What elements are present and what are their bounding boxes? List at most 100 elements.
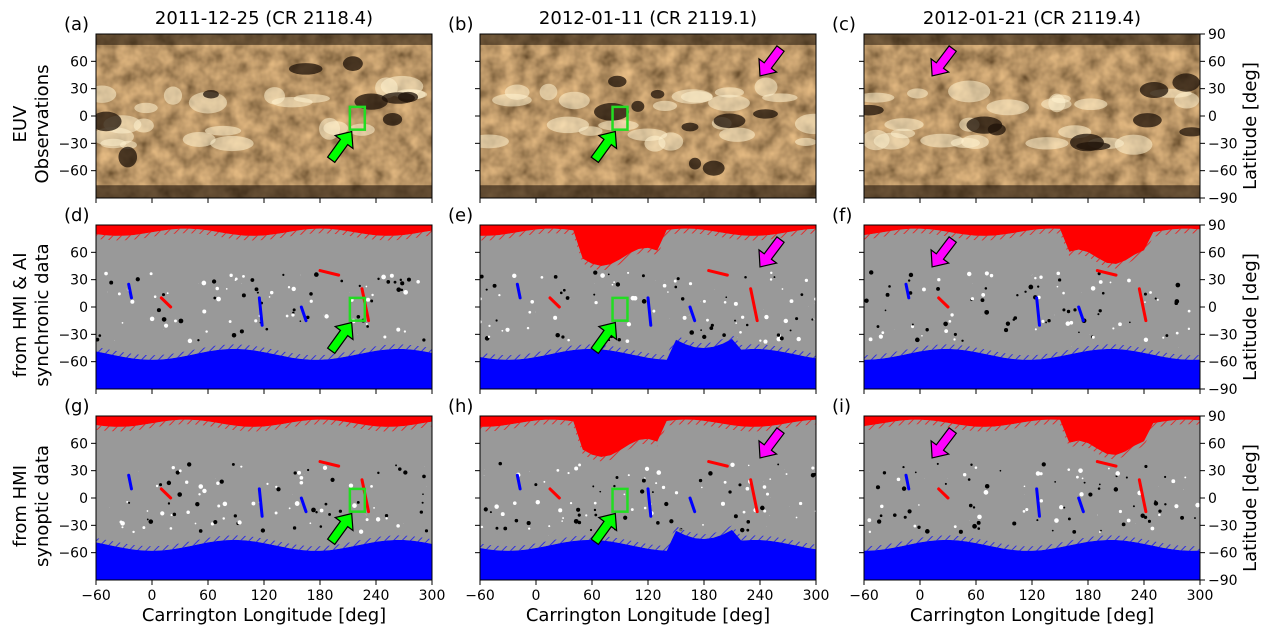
flux-speck: [706, 318, 709, 322]
flux-speck: [800, 293, 804, 297]
flux-speck: [1039, 472, 1043, 476]
flux-speck: [770, 271, 773, 275]
flux-speck: [358, 284, 361, 288]
flux-speck: [943, 321, 948, 327]
euv-dark-region: [1133, 113, 1162, 128]
euv-bright-region: [719, 127, 756, 142]
flux-speck: [627, 271, 630, 274]
flux-speck: [338, 509, 343, 513]
flux-speck: [548, 525, 551, 528]
flux-speck: [1164, 503, 1167, 506]
euv-bright-region: [323, 121, 349, 136]
flux-speck: [211, 279, 217, 284]
flux-speck: [944, 482, 947, 485]
flux-speck: [422, 474, 426, 479]
flux-speck: [229, 273, 233, 277]
flux-speck: [728, 490, 732, 494]
euv-dark-region: [96, 111, 122, 132]
x-tick-label: 120: [251, 588, 278, 604]
flux-speck: [1162, 336, 1165, 339]
x-axis-title: Carrington Longitude [deg]: [910, 605, 1154, 626]
flux-speck: [902, 465, 905, 469]
flux-speck: [1153, 501, 1159, 506]
y-axis-title: Latitude [deg]: [1240, 253, 1261, 381]
flux-speck: [884, 309, 887, 312]
flux-speck: [356, 314, 361, 319]
flux-speck: [309, 292, 313, 296]
flux-speck: [187, 338, 193, 344]
flux-speck: [1041, 462, 1046, 467]
flux-speck: [178, 469, 182, 473]
flux-speck: [1067, 468, 1071, 471]
flux-speck: [156, 308, 161, 313]
flux-speck: [201, 280, 207, 286]
flux-speck: [322, 465, 328, 470]
right-y-tick-label: −90: [1208, 191, 1238, 207]
flux-speck: [215, 286, 219, 291]
flux-speck: [381, 274, 386, 280]
flux-speck: [540, 275, 544, 279]
flux-speck: [1175, 282, 1181, 288]
flux-speck: [907, 279, 911, 282]
flux-speck: [210, 522, 215, 526]
flux-speck: [104, 271, 108, 276]
flux-speck: [781, 288, 784, 290]
flux-speck: [1069, 320, 1074, 325]
flux-speck: [117, 292, 121, 296]
flux-speck: [1194, 517, 1196, 520]
euv-dark-region: [1179, 127, 1200, 137]
panel-h: −60 0 60 120 180 240 300: [465, 415, 829, 604]
flux-speck: [276, 487, 281, 492]
flux-speck: [166, 480, 172, 486]
flux-speck: [702, 524, 704, 526]
flux-speck: [593, 501, 597, 505]
flux-speck: [512, 273, 517, 279]
flux-speck: [922, 287, 926, 292]
flux-speck: [400, 288, 404, 292]
flux-speck: [948, 319, 952, 323]
flux-speck: [377, 471, 380, 475]
flux-speck: [984, 271, 989, 276]
panel-f: −90 −60 −30 0 30 60 90: [859, 218, 1238, 398]
flux-speck: [972, 506, 976, 509]
flux-speck: [907, 509, 912, 514]
flux-speck: [1143, 515, 1148, 520]
y-axis-title: Latitude [deg]: [1240, 62, 1261, 190]
flux-speck: [1034, 328, 1037, 331]
x-tick-label: 300: [1187, 588, 1214, 604]
euv-dark-region: [1172, 73, 1200, 92]
flux-speck: [643, 506, 647, 510]
flux-speck: [142, 526, 146, 530]
polarity-contour: [1095, 460, 1118, 468]
euv-dark-region: [681, 122, 699, 132]
flux-speck: [864, 298, 869, 303]
highlight-box: [348, 105, 367, 131]
flux-speck: [492, 283, 497, 288]
right-y-tick-label: −90: [1208, 382, 1238, 398]
euv-bright-region: [950, 137, 981, 149]
euv-bright-region: [714, 87, 745, 98]
north-hatched-boundary: [864, 228, 1200, 269]
polarity-contour: [1035, 296, 1041, 327]
flux-speck: [903, 515, 907, 519]
flux-speck: [1164, 475, 1167, 479]
euv-dark-region: [203, 90, 219, 99]
flux-speck: [876, 519, 882, 524]
flux-speck: [1003, 328, 1009, 333]
flux-speck: [744, 275, 747, 279]
flux-speck: [913, 524, 917, 528]
euv-bright-region: [96, 85, 117, 103]
flux-speck: [1132, 505, 1135, 508]
flux-speck: [1041, 319, 1045, 323]
flux-speck: [868, 530, 872, 534]
flux-speck: [795, 317, 799, 321]
flux-speck: [879, 514, 883, 518]
euv-bright-region: [986, 99, 1030, 116]
green-arrow: [326, 512, 354, 546]
flux-speck: [674, 285, 678, 289]
flux-speck: [260, 528, 266, 533]
flux-speck: [917, 525, 921, 529]
right-y-tick-label: −30: [1208, 136, 1238, 152]
flux-speck: [977, 527, 981, 530]
flux-speck: [759, 339, 762, 342]
